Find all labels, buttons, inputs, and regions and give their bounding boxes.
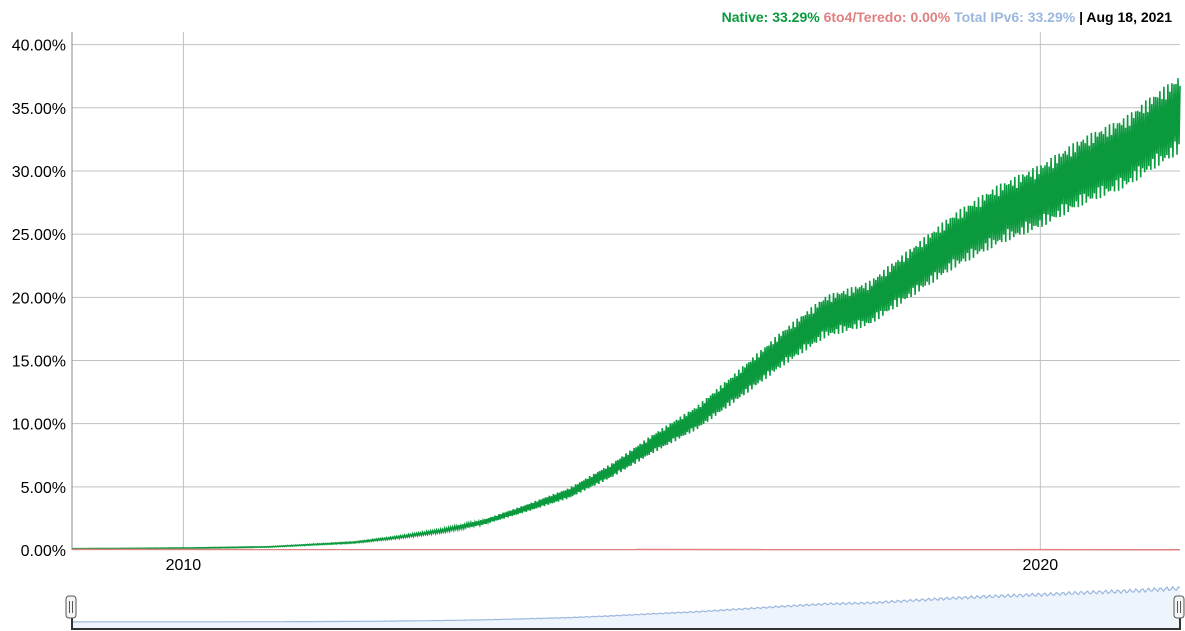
x-tick-label: 2020 xyxy=(1023,557,1059,574)
legend-total-value: 33.29% xyxy=(1027,9,1076,25)
legend-6to4-label: 6to4/Teredo: xyxy=(823,9,907,25)
y-tick-label: 0.00% xyxy=(21,543,66,560)
x-tick-label: 2010 xyxy=(166,557,202,574)
y-tick-label: 40.00% xyxy=(12,38,66,55)
legend-native: Native: 33.29% xyxy=(722,9,824,25)
y-tick-label: 35.00% xyxy=(12,101,66,118)
navigator-area xyxy=(71,585,1181,630)
legend-6to4: 6to4/Teredo: 0.00% xyxy=(824,9,954,25)
legend-native-value: 33.29% xyxy=(772,9,820,25)
navigator-area-fill xyxy=(72,586,1180,630)
y-gridlines xyxy=(72,44,1180,488)
legend-date: Aug 18, 2021 xyxy=(1086,9,1172,25)
legend-separator: | xyxy=(1079,9,1084,25)
series-group xyxy=(71,78,1181,551)
range-handle-left[interactable] xyxy=(65,595,77,619)
legend-6to4-value: 0.00% xyxy=(910,9,951,25)
handle-grip[interactable] xyxy=(1173,595,1185,619)
navigator-line xyxy=(71,585,1181,623)
legend-total-label: Total IPv6: xyxy=(954,9,1024,25)
x-gridlines xyxy=(182,32,1041,550)
handle-grip[interactable] xyxy=(65,595,77,619)
main-chart: 0.00% 5.00% 10.00% 15.00% 20.00% 25.00% 30.00%… xyxy=(12,32,1181,574)
y-tick-labels: 0.00% 5.00% 10.00% 15.00% 20.00% 25.00% 30.00%… xyxy=(12,38,66,560)
legend-total: Total IPv6: 33.29% xyxy=(954,9,1079,25)
range-handle-right[interactable] xyxy=(1173,595,1185,619)
y-tick-label: 10.00% xyxy=(12,417,66,434)
chart-legend: Native: 33.29% 6to4/Teredo: 0.00% Total … xyxy=(722,9,1172,25)
y-tick-label: 25.00% xyxy=(12,227,66,244)
y-tick-label: 15.00% xyxy=(12,353,66,370)
y-tick-label: 20.00% xyxy=(12,290,66,307)
y-tick-label: 30.00% xyxy=(12,164,66,181)
y-tick-label: 5.00% xyxy=(21,480,66,497)
x-tick-labels: 2010 2020 xyxy=(166,557,1059,574)
legend-native-label: Native: xyxy=(721,9,769,25)
series-line-native xyxy=(71,78,1181,550)
